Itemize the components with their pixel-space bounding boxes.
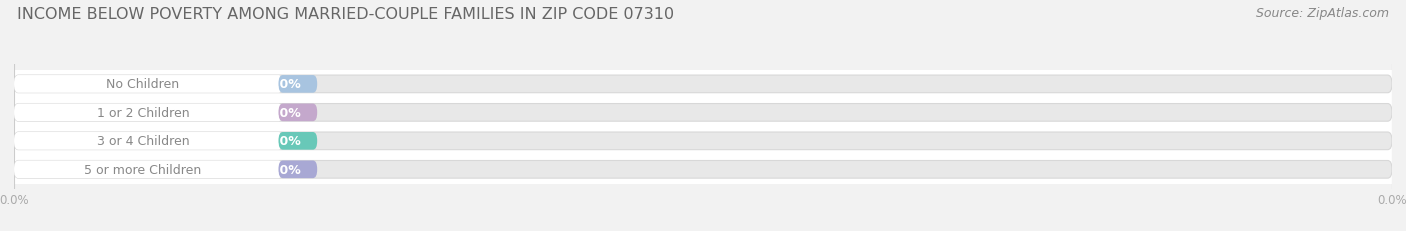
Text: INCOME BELOW POVERTY AMONG MARRIED-COUPLE FAMILIES IN ZIP CODE 07310: INCOME BELOW POVERTY AMONG MARRIED-COUPL… <box>17 7 673 22</box>
FancyBboxPatch shape <box>0 99 1406 127</box>
FancyBboxPatch shape <box>0 70 1406 99</box>
Text: 0.0%: 0.0% <box>266 106 301 119</box>
FancyBboxPatch shape <box>278 76 318 93</box>
FancyBboxPatch shape <box>14 132 283 150</box>
FancyBboxPatch shape <box>14 76 1392 93</box>
Text: 1 or 2 Children: 1 or 2 Children <box>97 106 190 119</box>
FancyBboxPatch shape <box>0 127 1406 155</box>
Text: 3 or 4 Children: 3 or 4 Children <box>97 135 190 148</box>
FancyBboxPatch shape <box>14 161 283 178</box>
FancyBboxPatch shape <box>14 132 1392 150</box>
FancyBboxPatch shape <box>278 161 318 178</box>
Text: Source: ZipAtlas.com: Source: ZipAtlas.com <box>1256 7 1389 20</box>
Text: No Children: No Children <box>107 78 180 91</box>
FancyBboxPatch shape <box>14 104 283 122</box>
Text: 0.0%: 0.0% <box>266 163 301 176</box>
FancyBboxPatch shape <box>14 104 1392 122</box>
FancyBboxPatch shape <box>14 76 283 93</box>
FancyBboxPatch shape <box>14 161 1392 178</box>
Text: 5 or more Children: 5 or more Children <box>84 163 201 176</box>
Text: 0.0%: 0.0% <box>266 78 301 91</box>
FancyBboxPatch shape <box>278 132 318 150</box>
FancyBboxPatch shape <box>278 104 318 122</box>
Text: 0.0%: 0.0% <box>266 135 301 148</box>
FancyBboxPatch shape <box>0 155 1406 184</box>
